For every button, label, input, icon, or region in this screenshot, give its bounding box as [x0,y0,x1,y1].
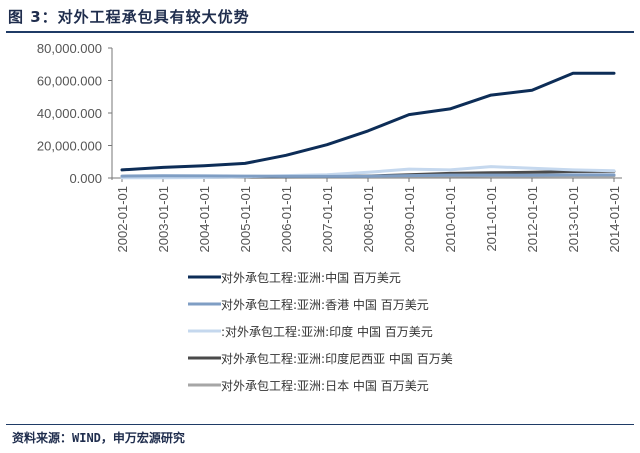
x-tick-label: 2013-01-01 [566,186,581,253]
x-tick-label: 2006-01-01 [279,186,294,253]
series-line [120,173,616,178]
series-lines [120,71,616,180]
x-tick-label: 2014-01-01 [607,186,622,253]
source-note: 资料来源：WIND，申万宏源研究 [12,431,185,445]
y-tick-label: 80,000.000 [37,41,102,56]
y-tick-label: 20,000.000 [37,139,102,154]
x-tick-label: 2002-01-01 [115,186,130,253]
x-tick-label: 2004-01-01 [197,186,212,253]
source-divider [6,424,634,425]
legend-label: 对外承包工程:亚洲:中国 百万美元 [221,270,401,285]
series-line [120,71,616,172]
y-tick-label: 0.000 [69,171,102,186]
x-tick-label: 2011-01-01 [484,186,499,252]
y-tick-label: 60,000.000 [37,74,102,89]
x-tick-label: 2009-01-01 [402,186,417,253]
legend-label: 对外承包工程:亚洲:印度尼西亚 中国 百万美 [221,351,453,366]
x-tick-label: 2003-01-01 [156,186,171,253]
legend-label: :对外承包工程:亚洲:印度 中国 百万美元 [221,324,433,339]
x-tick-label: 2010-01-01 [443,186,458,253]
x-tick-label: 2008-01-01 [361,186,376,253]
line-chart: 0.000 20,000.000 40,000.000 60,000.000 80,00… [37,41,622,393]
series-line [120,165,616,180]
x-tick-label: 2012-01-01 [525,186,540,253]
title-divider [6,31,634,33]
x-tick-label: 2005-01-01 [238,186,253,253]
y-axis: 0.000 20,000.000 40,000.000 60,000.000 80,00… [37,41,113,186]
x-axis: 2002-01-01 2003-01-01 2004-01-01 2005-01-01… [112,177,622,253]
y-tick-label: 40,000.000 [37,106,102,121]
legend-label: 对外承包工程:亚洲:日本 中国 百万美元 [221,378,429,393]
x-tick-label: 2007-01-01 [320,186,335,253]
chart-title: 图 3：对外工程承包具有较大优势 [8,8,250,26]
legend-label: 对外承包工程:亚洲:香港 中国 百万美元 [221,297,429,312]
